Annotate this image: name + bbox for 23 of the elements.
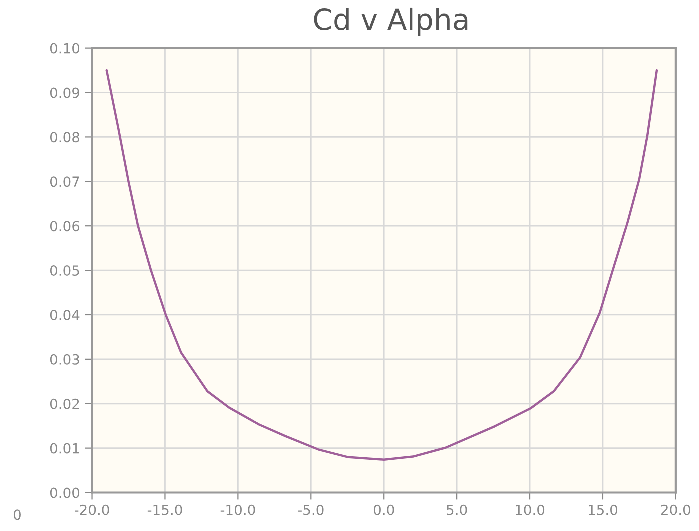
y-tick-label: 0.01 — [50, 443, 80, 454]
y-tick-label: 0.09 — [50, 88, 80, 98]
x-tick-label: 10.0 — [516, 504, 545, 516]
x-tick-label: 15.0 — [589, 504, 618, 516]
line-series — [106, 69, 658, 461]
x-tick-label: -20.0 — [74, 504, 110, 516]
x-tick-label: 0.0 — [374, 504, 394, 516]
y-tick-label: 0.05 — [50, 266, 80, 276]
x-tick-label: -5.0 — [298, 504, 324, 516]
x-tick-label: -10.0 — [220, 504, 256, 516]
y-tick-label: 0.08 — [50, 132, 80, 143]
chart-title: Cd v Alpha — [314, 8, 468, 36]
y-tick-label: 0.00 — [50, 488, 80, 498]
y-tick-label: 0.10 — [50, 43, 80, 54]
y-tick-label: 0.06 — [50, 221, 80, 232]
x-tick-label: -15.0 — [148, 504, 182, 516]
y-tick-label: 0.07 — [50, 176, 80, 188]
y-tick-label: 0.02 — [50, 398, 80, 410]
x-tick-label: 20.0 — [661, 504, 690, 516]
x-tick-label: 5.0 — [447, 504, 468, 516]
y-tick-label: 0.03 — [50, 354, 80, 365]
y-tick-label: 0.04 — [50, 310, 80, 320]
text: 0 — [14, 510, 21, 520]
